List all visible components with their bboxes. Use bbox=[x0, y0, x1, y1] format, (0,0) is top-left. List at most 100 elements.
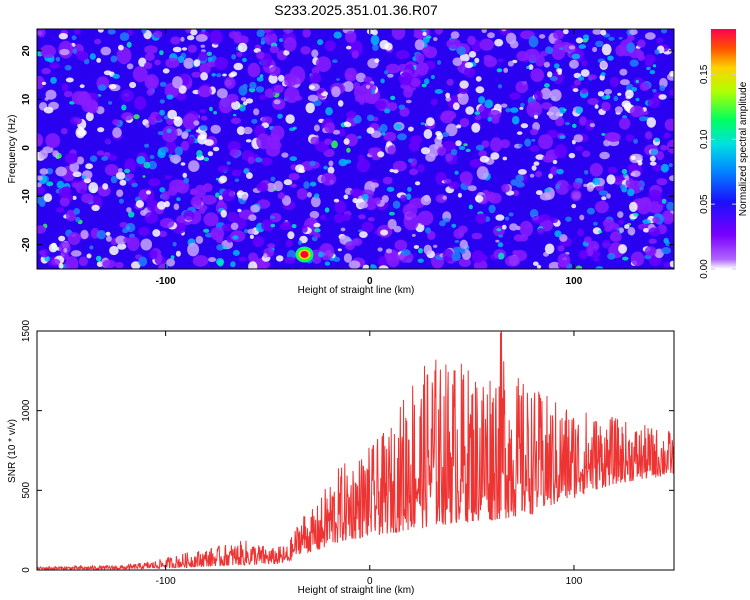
heatmap-cell bbox=[601, 196, 607, 201]
heatmap-cell bbox=[324, 261, 331, 266]
heatmap-cell bbox=[285, 114, 295, 124]
heatmap-cell bbox=[361, 221, 374, 233]
heatmap-cell bbox=[232, 249, 240, 256]
heatmap-cell bbox=[292, 126, 297, 130]
heatmap-cell bbox=[458, 146, 466, 150]
heatmap-cell bbox=[420, 122, 425, 125]
heatmap-cell bbox=[112, 73, 120, 79]
heatmap-cell bbox=[108, 154, 118, 161]
heatmap-cell bbox=[357, 135, 362, 139]
heatmap-cell bbox=[126, 63, 134, 70]
heatmap-cell bbox=[187, 136, 195, 145]
heatmap-cell bbox=[63, 248, 68, 253]
heatmap-cell bbox=[669, 260, 674, 268]
heatmap-cell bbox=[153, 30, 163, 39]
heatmap-cell bbox=[601, 239, 612, 249]
heatmap-cell bbox=[629, 105, 644, 118]
heatmap-cell bbox=[544, 83, 550, 88]
heatmap-cell bbox=[475, 213, 487, 224]
heatmap-cell bbox=[125, 222, 136, 233]
heatmap-cell bbox=[607, 252, 616, 260]
heatmap-cell bbox=[118, 198, 124, 204]
y-tick-label: 0 bbox=[21, 145, 32, 151]
heatmap-cell bbox=[59, 48, 70, 56]
heatmap-cell bbox=[540, 51, 548, 57]
heatmap-cell bbox=[475, 144, 485, 151]
heatmap-cell bbox=[353, 114, 362, 124]
heatmap-cell bbox=[56, 207, 65, 213]
heatmap-cell bbox=[649, 155, 656, 162]
heatmap-cell bbox=[382, 176, 393, 185]
heatmap-cell bbox=[496, 228, 502, 232]
heatmap-cell bbox=[37, 136, 43, 146]
heatmap-cell bbox=[526, 66, 530, 69]
heatmap-cell bbox=[116, 189, 124, 197]
heatmap-cell bbox=[541, 102, 552, 110]
heatmap-cell bbox=[37, 75, 45, 90]
heatmap-cell bbox=[295, 164, 305, 173]
heatmap-cell bbox=[197, 134, 207, 145]
heatmap-cell bbox=[195, 129, 201, 133]
heatmap-cell bbox=[65, 77, 74, 83]
heatmap-cell bbox=[288, 173, 300, 181]
heatmap-cell bbox=[437, 146, 447, 156]
heatmap-cell bbox=[108, 84, 117, 89]
heatmap-cell bbox=[41, 81, 47, 85]
heatmap-cell bbox=[275, 255, 284, 262]
heatmap-cell bbox=[371, 29, 378, 36]
heatmap-cell bbox=[144, 62, 153, 70]
heatmap-cell bbox=[81, 175, 87, 179]
heatmap-x-label: Height of straight line (km) bbox=[298, 285, 415, 296]
heatmap-cell bbox=[610, 76, 619, 88]
heatmap-cell bbox=[593, 257, 600, 262]
heatmap-cell bbox=[607, 55, 614, 61]
heatmap-cell bbox=[406, 203, 414, 211]
heatmap-cell bbox=[231, 100, 241, 111]
heatmap-cell bbox=[207, 151, 214, 157]
heatmap-cell bbox=[315, 56, 332, 72]
heatmap-cell bbox=[284, 256, 296, 264]
heatmap-cell bbox=[554, 230, 562, 238]
heatmap-cell bbox=[600, 29, 607, 36]
heatmap-cell bbox=[430, 98, 438, 106]
heatmap-cell bbox=[44, 97, 49, 101]
heatmap-cell bbox=[497, 58, 504, 63]
heatmap-cell bbox=[548, 261, 561, 269]
heatmap-cell bbox=[509, 107, 519, 113]
heatmap-cell bbox=[434, 29, 443, 35]
heatmap-cell bbox=[183, 210, 195, 221]
heatmap-cell bbox=[209, 106, 213, 112]
heatmap-cell bbox=[619, 117, 631, 130]
heatmap-cell bbox=[170, 255, 175, 260]
heatmap-cell bbox=[625, 178, 635, 189]
heatmap-cell bbox=[649, 70, 656, 75]
heatmap-cell bbox=[115, 235, 127, 245]
heatmap-cell bbox=[646, 117, 656, 128]
heatmap-cell bbox=[39, 168, 49, 175]
heatmap-cell bbox=[48, 243, 58, 253]
heatmap-cell bbox=[144, 211, 159, 224]
heatmap-cell bbox=[509, 223, 518, 231]
heatmap-cell bbox=[145, 123, 150, 128]
heatmap-cell bbox=[43, 106, 54, 114]
heatmap-cell bbox=[601, 43, 612, 56]
heatmap-cell bbox=[380, 229, 389, 236]
heatmap-cell bbox=[199, 108, 207, 114]
heatmap-cell bbox=[344, 122, 352, 128]
heatmap-cell bbox=[572, 123, 577, 128]
heatmap-cell bbox=[73, 208, 81, 215]
heatmap-cell bbox=[604, 132, 620, 142]
heatmap-cell bbox=[575, 265, 583, 269]
heatmap-cell bbox=[279, 222, 292, 231]
heatmap-cell bbox=[249, 81, 257, 90]
heatmap-cell bbox=[39, 248, 50, 258]
heatmap-cell bbox=[149, 154, 155, 160]
heatmap-cell bbox=[572, 88, 579, 93]
heatmap-cell bbox=[636, 50, 645, 59]
heatmap-cell bbox=[446, 78, 454, 86]
heatmap-cell bbox=[301, 225, 308, 233]
heatmap-cell bbox=[579, 214, 585, 221]
heatmap-cell bbox=[55, 56, 61, 62]
heatmap-cell bbox=[411, 233, 416, 237]
heatmap-cell bbox=[613, 96, 619, 102]
